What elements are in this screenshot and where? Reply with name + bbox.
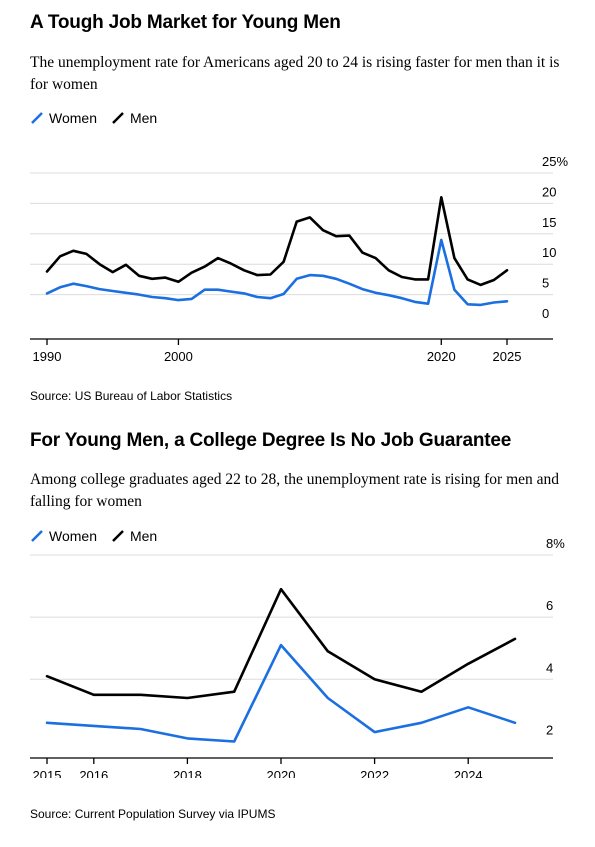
series-line-men	[45, 587, 517, 700]
chart-panel-2: For Young Men, a College Degree Is No Jo…	[0, 420, 595, 847]
series-line-women	[45, 238, 509, 307]
y-tick-label: 20	[542, 184, 556, 199]
legend-label-men: Men	[129, 528, 158, 544]
chart-2-source: Source: Current Population Survey via IP…	[30, 807, 276, 821]
x-tick-label: 2018	[173, 768, 202, 778]
chart-1-plot: 0 5 10 15 20 25% 1990 2000 2020 2025	[30, 154, 568, 364]
series-line-men	[45, 196, 509, 287]
chart-1-title: A Tough Job Market for Young Men	[30, 12, 341, 33]
legend-line-women-icon	[31, 112, 43, 124]
legend-label-women: Women	[49, 528, 97, 544]
y-tick-label: 0	[542, 306, 549, 321]
y-tick-label: 4	[546, 660, 553, 675]
chart-1-source: Source: US Bureau of Labor Statistics	[30, 389, 233, 403]
legend-item-men: Men	[111, 110, 157, 126]
x-tick-label: 1990	[33, 349, 62, 364]
x-tick-label: 2000	[164, 349, 193, 364]
chart-2-subtitle: Among college graduates aged 22 to 28, t…	[30, 471, 560, 510]
y-tick-label: 15	[542, 215, 556, 230]
y-tick-label: 10	[542, 245, 556, 260]
x-tick-label: 2015	[33, 768, 62, 778]
y-tick-label: 5	[542, 276, 549, 291]
chart-1-legend: Women Men	[30, 110, 171, 126]
legend-line-men-icon	[112, 112, 124, 124]
legend-item-women: Women	[30, 110, 97, 126]
x-tick-label: 2022	[360, 768, 389, 778]
x-tick-label: 2024	[454, 768, 483, 778]
x-tick-label: 2020	[427, 349, 456, 364]
chart-2-title: For Young Men, a College Degree Is No Jo…	[30, 430, 512, 451]
chart-2-legend: Women Men	[30, 528, 171, 544]
y-tick-label: 6	[546, 598, 553, 613]
chart-panel-1: A Tough Job Market for Young Men The une…	[0, 0, 595, 420]
legend-line-women-icon	[31, 530, 43, 542]
legend-label-men: Men	[129, 110, 158, 126]
legend-label-women: Women	[49, 110, 97, 126]
y-tick-label: 2	[546, 722, 553, 737]
chart-2-plot: 2 4 6 8% 2015 2016 2018 2020 2022 2024	[30, 538, 565, 778]
series-line-women	[45, 643, 517, 743]
legend-item-men: Men	[111, 528, 157, 544]
chart-1-subtitle: The unemployment rate for Americans aged…	[30, 54, 560, 93]
y-tick-label: 8%	[546, 538, 565, 551]
x-tick-label: 2016	[79, 768, 108, 778]
y-tick-label: 25%	[542, 154, 568, 169]
x-tick-label: 2025	[493, 349, 522, 364]
legend-item-women: Women	[30, 528, 97, 544]
x-tick-label: 2020	[267, 768, 296, 778]
legend-line-men-icon	[112, 530, 124, 542]
